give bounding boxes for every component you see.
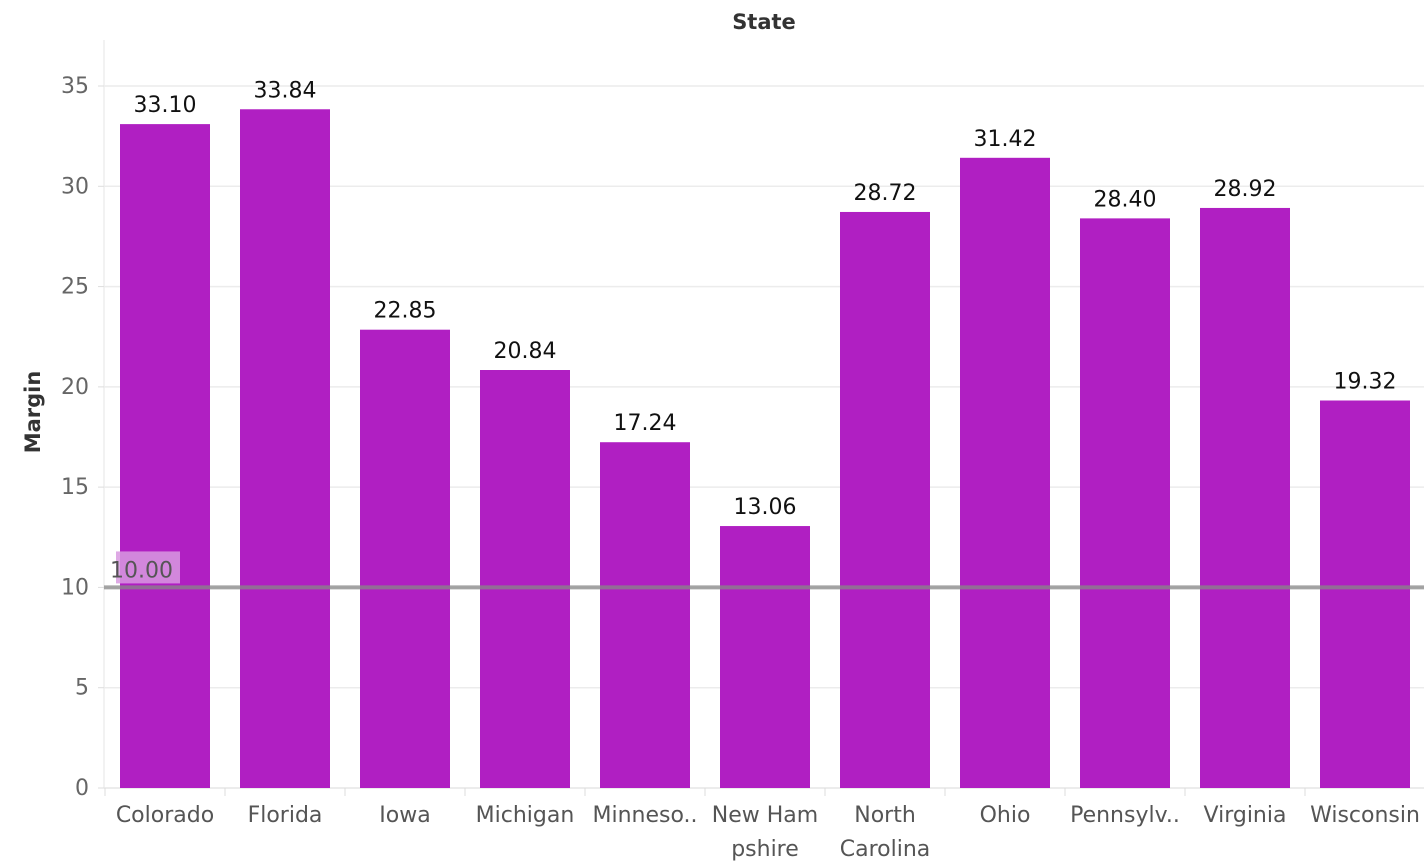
- x-tick-label: Pennsylv..: [1070, 803, 1180, 828]
- bar: [840, 211, 930, 788]
- x-tick-label: Iowa: [379, 803, 430, 828]
- bar: [120, 124, 210, 788]
- reference-line-label: 10.00: [110, 558, 173, 583]
- bar: [360, 329, 450, 788]
- x-tick-label: Florida: [248, 803, 323, 828]
- y-tick-label: 5: [75, 676, 89, 701]
- reference-label-background: [116, 551, 180, 584]
- x-tick-label: North: [854, 803, 916, 828]
- bars: [120, 109, 1410, 788]
- y-tick-label: 0: [75, 776, 89, 801]
- reference-line-group: 10.00: [104, 551, 1424, 590]
- bar: [960, 157, 1050, 788]
- y-axis-ticks: 0 5 10 15 20 25 30 35: [61, 74, 104, 801]
- data-label: 28.40: [1094, 187, 1157, 212]
- bar: [720, 526, 810, 788]
- y-tick-label: 15: [61, 475, 89, 500]
- bar: [1320, 400, 1410, 788]
- bar: [600, 442, 690, 788]
- x-tick-label: Minneso..: [592, 803, 697, 828]
- x-tick-label: Colorado: [116, 803, 214, 828]
- x-axis-labels: Colorado Florida Iowa Michigan Minneso.. New …: [104, 788, 1420, 862]
- data-label: 19.32: [1334, 369, 1397, 394]
- x-tick-label: pshire: [731, 837, 799, 862]
- y-tick-label: 35: [61, 74, 89, 99]
- data-label: 33.84: [254, 78, 317, 103]
- data-label: 20.84: [494, 339, 557, 364]
- y-tick-label: 20: [61, 375, 89, 400]
- x-tick-label: Carolina: [840, 837, 931, 862]
- y-axis-title: Margin: [21, 371, 45, 454]
- bar: [1200, 207, 1290, 788]
- data-label: 31.42: [974, 127, 1037, 152]
- y-tick-label: 10: [61, 575, 89, 600]
- x-tick-label: Wisconsin: [1310, 803, 1420, 828]
- data-label: 28.72: [854, 181, 917, 206]
- y-tick-label: 25: [61, 275, 89, 300]
- x-tick-label: Virginia: [1204, 803, 1287, 828]
- data-label: 33.10: [134, 93, 197, 118]
- value-labels: 33.10 33.84 22.85 20.84 17.24 13.06 28.72 31.42…: [134, 78, 1397, 520]
- data-label: 17.24: [614, 411, 677, 436]
- data-label: 22.85: [374, 299, 437, 324]
- chart-title: State: [732, 10, 796, 34]
- data-label: 13.06: [734, 495, 797, 520]
- x-tick-label: Ohio: [980, 803, 1031, 828]
- y-tick-label: 30: [61, 174, 89, 199]
- bar: [1080, 218, 1170, 788]
- x-tick-label: New Ham: [712, 803, 818, 828]
- x-tick-label: Michigan: [476, 803, 575, 828]
- bar: [240, 109, 330, 788]
- bar: [480, 370, 570, 788]
- data-label: 28.92: [1214, 177, 1277, 202]
